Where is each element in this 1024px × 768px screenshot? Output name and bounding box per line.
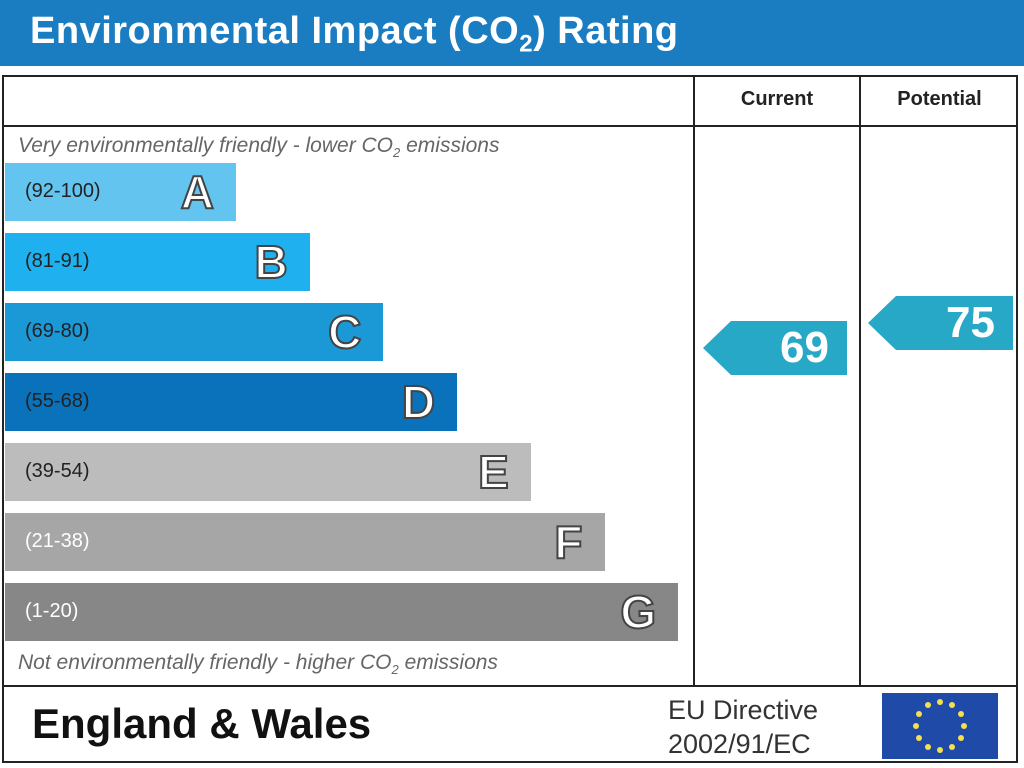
note-sub: 2 <box>393 145 401 161</box>
band-letter: B <box>253 235 288 289</box>
note-sub: 2 <box>391 662 399 678</box>
title-bar: Environmental Impact (CO2) Rating <box>0 0 1024 66</box>
band-f: (21-38) F <box>5 513 605 571</box>
eu-star <box>949 743 955 750</box>
eu-star <box>925 743 931 750</box>
band-range: (1-20) <box>25 600 79 622</box>
current-rating-value: 69 <box>780 323 829 372</box>
eu-star <box>937 699 943 705</box>
eu-star <box>957 711 964 717</box>
top-note: Very environmentally friendly - lower CO… <box>18 134 499 160</box>
title-text-end: ) Rating <box>533 10 679 52</box>
band-letter: A <box>180 165 215 219</box>
eu-star <box>949 702 955 709</box>
band-b: (81-91) B <box>5 233 310 291</box>
eu-star <box>916 711 923 717</box>
eu-directive: EU Directive 2002/91/EC <box>668 693 818 761</box>
eu-flag-icon <box>882 693 998 759</box>
band-letter: F <box>553 515 583 569</box>
band-range: (21-38) <box>25 530 90 552</box>
note-text: emissions <box>398 651 498 674</box>
eu-star <box>957 735 964 741</box>
note-text: emissions <box>400 134 500 157</box>
current-rating-arrow: 69 <box>703 321 847 375</box>
rating-table <box>2 75 1018 763</box>
eu-star <box>961 723 967 729</box>
band-letter: C <box>327 305 362 359</box>
eu-star <box>937 747 943 753</box>
potential-rating-arrow: 75 <box>868 296 1013 350</box>
eu-star <box>925 702 931 709</box>
note-text: Very environmentally friendly - lower CO <box>18 134 394 157</box>
title-text: Environmental Impact (CO <box>30 10 520 52</box>
band-range: (81-91) <box>25 250 90 272</box>
column-header-potential: Potential <box>897 88 982 110</box>
band-range: (92-100) <box>25 180 101 202</box>
band-range: (39-54) <box>25 460 90 482</box>
chart-title: Environmental Impact (CO2) Rating <box>30 10 679 59</box>
band-letter: G <box>619 585 657 639</box>
band-range: (69-80) <box>25 320 90 342</box>
band-c: (69-80) C <box>5 303 384 361</box>
eu-star <box>913 723 919 729</box>
header-divider <box>2 125 1018 127</box>
potential-rating-value: 75 <box>946 298 995 347</box>
band-g: (1-20) G <box>5 583 679 641</box>
band-letter: E <box>477 445 510 499</box>
band-range: (55-68) <box>25 390 90 412</box>
band-d: (55-68) D <box>5 373 458 431</box>
column-divider <box>859 75 861 687</box>
region-label: England & Wales <box>32 700 372 747</box>
eu-star <box>916 735 923 741</box>
bottom-note: Not environmentally friendly - higher CO… <box>18 651 498 677</box>
band-e: (39-54) E <box>5 443 531 501</box>
title-subscript: 2 <box>519 30 534 58</box>
column-header-current: Current <box>740 88 814 110</box>
directive-line1: EU Directive <box>668 695 819 725</box>
column-divider <box>693 75 695 687</box>
footer-divider <box>2 685 1018 687</box>
band-letter: D <box>401 375 436 429</box>
directive-line2: 2002/91/EC <box>668 729 811 759</box>
band-a: (92-100) A <box>5 163 236 221</box>
note-text: Not environmentally friendly - higher CO <box>18 651 392 674</box>
